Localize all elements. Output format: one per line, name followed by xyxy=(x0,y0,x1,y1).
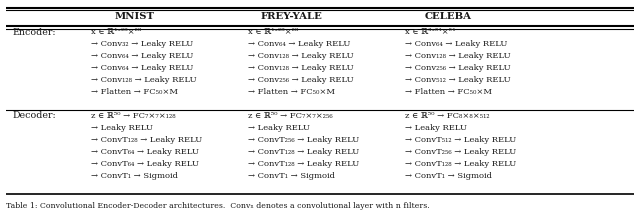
Text: → Conv₁₂₈ → Leaky RELU: → Conv₁₂₈ → Leaky RELU xyxy=(91,76,196,84)
Text: → ConvT₁₂₈ → Leaky RELU: → ConvT₁₂₈ → Leaky RELU xyxy=(404,160,516,168)
Text: z ∈ ℝ⁵⁰ → FC₇×₇×₁₂₈: z ∈ ℝ⁵⁰ → FC₇×₇×₁₂₈ xyxy=(91,112,176,120)
Text: → Flatten → FC₅₀×M: → Flatten → FC₅₀×M xyxy=(91,88,178,96)
Text: Decoder:: Decoder: xyxy=(13,111,56,120)
Text: CELEBA: CELEBA xyxy=(425,12,472,21)
Text: → ConvT₆₄ → Leaky RELU: → ConvT₆₄ → Leaky RELU xyxy=(91,148,199,156)
Text: → ConvT₁₂₈ → Leaky RELU: → ConvT₁₂₈ → Leaky RELU xyxy=(248,160,359,168)
Text: → Conv₅₁₂ → Leaky RELU: → Conv₅₁₂ → Leaky RELU xyxy=(404,76,510,84)
Text: → Leaky RELU: → Leaky RELU xyxy=(248,124,310,132)
Text: → Conv₆₄ → Leaky RELU: → Conv₆₄ → Leaky RELU xyxy=(91,64,193,72)
Text: → ConvT₆₄ → Leaky RELU: → ConvT₆₄ → Leaky RELU xyxy=(91,160,199,168)
Text: → ConvT₁ → Sigmoid: → ConvT₁ → Sigmoid xyxy=(404,172,492,180)
Text: → Flatten → FC₅₀×M: → Flatten → FC₅₀×M xyxy=(248,88,335,96)
Text: → ConvT₅₁₂ → Leaky RELU: → ConvT₅₁₂ → Leaky RELU xyxy=(404,136,516,144)
Text: → ConvT₁₂₈ → Leaky RELU: → ConvT₁₂₈ → Leaky RELU xyxy=(248,148,359,156)
Text: FREY-YALE: FREY-YALE xyxy=(261,12,323,21)
Text: → ConvT₂₅₆ → Leaky RELU: → ConvT₂₅₆ → Leaky RELU xyxy=(248,136,359,144)
Text: x ∈ ℝ¹ˣ²⁸×²⁸: x ∈ ℝ¹ˣ²⁸×²⁸ xyxy=(91,28,141,36)
Text: → ConvT₂₅₆ → Leaky RELU: → ConvT₂₅₆ → Leaky RELU xyxy=(404,148,516,156)
Text: → ConvT₁₂₈ → Leaky RELU: → ConvT₁₂₈ → Leaky RELU xyxy=(91,136,202,144)
Text: → ConvT₁ → Sigmoid: → ConvT₁ → Sigmoid xyxy=(91,172,178,180)
Text: → Conv₁₂₈ → Leaky RELU: → Conv₁₂₈ → Leaky RELU xyxy=(248,64,353,72)
Text: → Conv₆₄ → Leaky RELU: → Conv₆₄ → Leaky RELU xyxy=(91,52,193,60)
Text: MNIST: MNIST xyxy=(115,12,155,21)
Text: → Conv₃₂ → Leaky RELU: → Conv₃₂ → Leaky RELU xyxy=(91,40,193,48)
Text: z ∈ ℝ⁵⁰ → FC₈×₈×₅₁₂: z ∈ ℝ⁵⁰ → FC₈×₈×₅₁₂ xyxy=(404,112,490,120)
Text: → ConvT₁ → Sigmoid: → ConvT₁ → Sigmoid xyxy=(248,172,335,180)
Text: → Conv₂₅₆ → Leaky RELU: → Conv₂₅₆ → Leaky RELU xyxy=(404,64,510,72)
Text: x ∈ ℝ¹ˣ²⁸×²⁸: x ∈ ℝ¹ˣ²⁸×²⁸ xyxy=(248,28,298,36)
Text: x ∈ ℝ³ˣ⁶⁴×⁶⁴: x ∈ ℝ³ˣ⁶⁴×⁶⁴ xyxy=(404,28,455,36)
Text: z ∈ ℝ⁵⁰ → FC₇×₇×₂₅₆: z ∈ ℝ⁵⁰ → FC₇×₇×₂₅₆ xyxy=(248,112,333,120)
Text: Table 1: Convolutional Encoder-Decoder architectures.  Convₙ denotes a convoluti: Table 1: Convolutional Encoder-Decoder a… xyxy=(6,202,430,210)
Text: → Flatten → FC₅₀×M: → Flatten → FC₅₀×M xyxy=(404,88,492,96)
Text: Encoder:: Encoder: xyxy=(13,28,56,36)
Text: → Conv₆₄ → Leaky RELU: → Conv₆₄ → Leaky RELU xyxy=(248,40,350,48)
Text: → Leaky RELU: → Leaky RELU xyxy=(404,124,467,132)
Text: → Conv₂₅₆ → Leaky RELU: → Conv₂₅₆ → Leaky RELU xyxy=(248,76,353,84)
Text: → Conv₆₄ → Leaky RELU: → Conv₆₄ → Leaky RELU xyxy=(404,40,507,48)
Text: → Conv₁₂₈ → Leaky RELU: → Conv₁₂₈ → Leaky RELU xyxy=(248,52,353,60)
Text: → Conv₁₂₈ → Leaky RELU: → Conv₁₂₈ → Leaky RELU xyxy=(404,52,510,60)
Text: → Leaky RELU: → Leaky RELU xyxy=(91,124,153,132)
